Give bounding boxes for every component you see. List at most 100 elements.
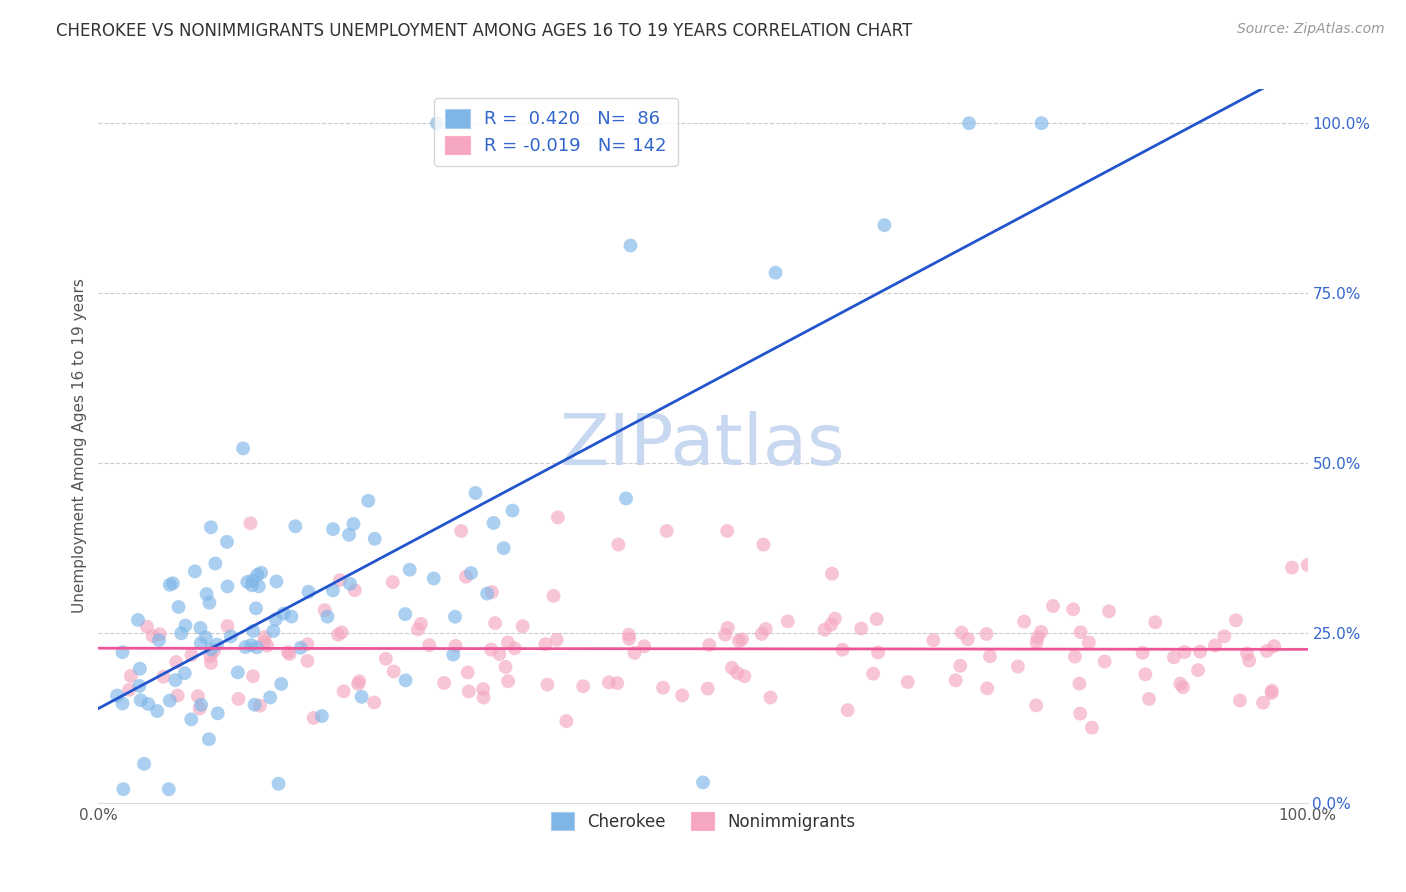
Point	[1064, 649, 1087, 664]
Point	[120, 669, 142, 683]
Point	[716, 524, 738, 538]
Point	[132, 756, 155, 771]
Point	[721, 661, 744, 675]
Point	[316, 609, 339, 624]
Point	[127, 613, 149, 627]
Point	[1026, 630, 1049, 644]
Point	[184, 565, 207, 579]
Point	[1098, 604, 1121, 618]
Point	[1025, 698, 1047, 713]
Point	[228, 692, 250, 706]
Point	[330, 625, 353, 640]
Point	[200, 656, 222, 670]
Point	[297, 637, 319, 651]
Point	[180, 648, 202, 662]
Point	[190, 698, 212, 712]
Point	[264, 612, 287, 626]
Point	[1229, 693, 1251, 707]
Point	[256, 639, 278, 653]
Text: Source: ZipAtlas.com: Source: ZipAtlas.com	[1237, 22, 1385, 37]
Point	[755, 622, 778, 636]
Point	[280, 609, 302, 624]
Point	[979, 649, 1001, 664]
Point	[1263, 639, 1285, 653]
Point	[496, 635, 519, 649]
Point	[868, 645, 890, 659]
Point	[337, 528, 360, 542]
Point	[1168, 676, 1191, 690]
Point	[1204, 639, 1226, 653]
Point	[290, 640, 312, 655]
Point	[350, 690, 373, 704]
Point	[1012, 615, 1035, 629]
Point	[956, 632, 979, 646]
Point	[277, 645, 299, 659]
Point	[699, 638, 721, 652]
Point	[266, 574, 288, 589]
Point	[195, 587, 218, 601]
Point	[862, 666, 884, 681]
Point	[162, 576, 184, 591]
Point	[157, 782, 180, 797]
Point	[243, 698, 266, 712]
Point	[492, 541, 515, 556]
Point	[180, 712, 202, 726]
Point	[536, 677, 558, 691]
Point	[495, 660, 517, 674]
Point	[166, 689, 188, 703]
Point	[633, 640, 655, 654]
Point	[475, 586, 498, 600]
Point	[409, 616, 432, 631]
Point	[450, 524, 472, 538]
Point	[472, 690, 495, 705]
Point	[198, 732, 221, 747]
Point	[534, 637, 557, 651]
Point	[167, 599, 190, 614]
Point	[259, 690, 281, 705]
Point	[976, 627, 998, 641]
Point	[239, 516, 262, 531]
Point	[240, 578, 263, 592]
Point	[262, 624, 284, 638]
Point	[343, 583, 366, 598]
Point	[129, 693, 152, 707]
Point	[217, 619, 239, 633]
Point	[751, 627, 773, 641]
Point	[1070, 625, 1092, 640]
Point	[866, 612, 889, 626]
Point	[207, 706, 229, 721]
Point	[297, 584, 319, 599]
Point	[187, 689, 209, 703]
Point	[149, 627, 172, 641]
Point	[433, 676, 456, 690]
Point	[112, 782, 135, 797]
Point	[482, 516, 505, 530]
Point	[512, 619, 534, 633]
Point	[503, 641, 526, 656]
Point	[146, 704, 169, 718]
Point	[363, 696, 385, 710]
Point	[278, 647, 301, 661]
Point	[215, 534, 238, 549]
Point	[347, 677, 370, 691]
Point	[418, 638, 440, 652]
Point	[159, 693, 181, 707]
Point	[226, 665, 249, 680]
Point	[820, 617, 842, 632]
Point	[194, 631, 217, 645]
Point	[1213, 629, 1236, 643]
Point	[1081, 721, 1104, 735]
Point	[444, 609, 467, 624]
Point	[1025, 635, 1047, 649]
Point	[873, 218, 896, 232]
Point	[406, 622, 429, 636]
Point	[148, 633, 170, 648]
Point	[484, 616, 506, 631]
Point	[128, 679, 150, 693]
Point	[253, 630, 276, 644]
Point	[1237, 654, 1260, 668]
Point	[457, 665, 479, 680]
Point	[249, 698, 271, 713]
Point	[652, 681, 675, 695]
Point	[339, 576, 361, 591]
